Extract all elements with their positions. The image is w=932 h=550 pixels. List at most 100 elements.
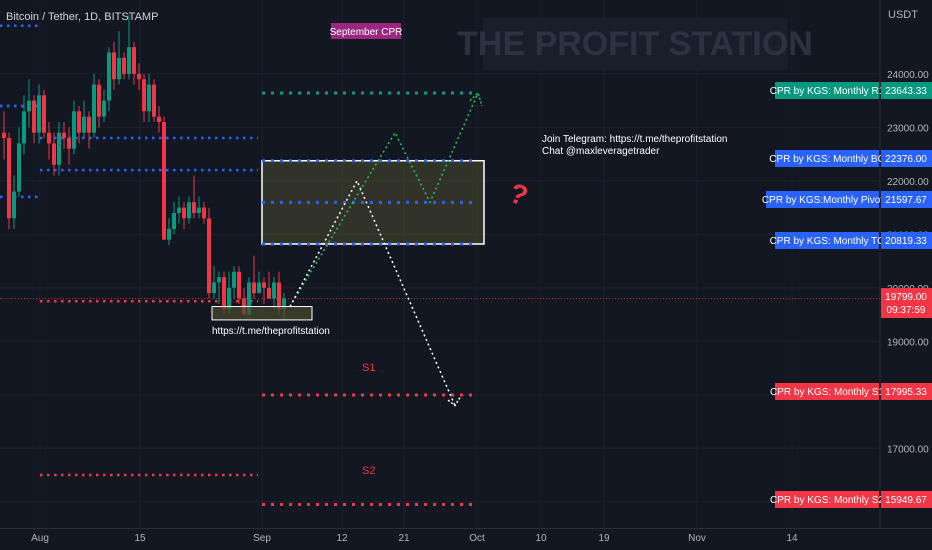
candle-body xyxy=(7,138,11,219)
telegram-link: https://t.me/theprofitstation xyxy=(212,326,330,337)
s2-label: S2 xyxy=(362,465,375,477)
candle-body xyxy=(237,271,241,299)
candle-body xyxy=(187,202,191,219)
candle-body xyxy=(267,287,271,299)
candle-body xyxy=(172,212,176,229)
telegram-line1: Join Telegram: https://t.me/theprofitsta… xyxy=(542,134,727,145)
cpr-value-bg xyxy=(881,82,932,99)
price-tick-label: 17000.00 xyxy=(887,444,929,455)
candle-body xyxy=(82,116,86,133)
candle-body xyxy=(127,47,131,74)
time-tick-label: Nov xyxy=(688,533,706,544)
candle-body xyxy=(222,277,226,310)
candle-body xyxy=(202,207,206,219)
cpr-label-0: CPR by KGS: Monthly R1 23643.33 xyxy=(770,82,932,99)
current-price-value: 19799.00 xyxy=(885,292,927,303)
candle-body xyxy=(72,111,76,149)
price-tick-label: 22000.00 xyxy=(887,177,929,188)
current-price-tag: 19799.00 09:37:59 xyxy=(881,288,932,318)
accumulation-box xyxy=(211,306,313,321)
candle-body xyxy=(152,84,156,117)
candle-body xyxy=(212,282,216,294)
cpr-label-5: CPR by KGS: Monthly S2 15949.67 xyxy=(770,491,932,508)
candle-body xyxy=(17,143,21,192)
cpr-label-text: CPR by KGS: Monthly TC xyxy=(770,236,885,247)
candle-body xyxy=(62,132,66,139)
candle-body xyxy=(177,207,181,213)
cpr-label-text: CPR by KGS:Monthly Pivot xyxy=(762,195,883,206)
candle-body xyxy=(57,132,61,165)
candle-body xyxy=(12,191,16,219)
watermark: THE PROFIT STATION xyxy=(457,18,813,70)
candle-body xyxy=(47,132,51,144)
cpr-label-text: CPR by KGS: Monthly R1 xyxy=(770,86,885,97)
price-tick-label: 23000.00 xyxy=(887,123,929,134)
candle-body xyxy=(147,84,151,112)
time-tick-label: 21 xyxy=(398,533,410,544)
time-tick-label: 10 xyxy=(535,533,547,544)
candle-body xyxy=(257,282,261,294)
chart-grid xyxy=(0,0,880,528)
candles xyxy=(2,15,313,321)
september-cpr-label: September CPR xyxy=(330,27,403,38)
cpr-label-text: CPR by KGS: Monthly S2 xyxy=(770,495,884,506)
time-tick-label: 14 xyxy=(786,533,798,544)
candle-body xyxy=(102,100,106,117)
previous-month-levels xyxy=(0,24,880,477)
candle-body xyxy=(137,73,141,80)
candle-body xyxy=(207,218,211,294)
candle-body xyxy=(107,52,111,101)
current-price-countdown: 09:37:59 xyxy=(887,305,926,316)
candle-body xyxy=(217,277,221,283)
cpr-value-text: 15949.67 xyxy=(885,495,927,506)
candle-body xyxy=(272,282,276,299)
candle-body xyxy=(112,52,116,80)
candle-body xyxy=(22,111,26,144)
price-tick-label: 24000.00 xyxy=(887,70,929,81)
currency-label: USDT xyxy=(888,9,918,21)
candle-body xyxy=(67,138,71,149)
candle-body xyxy=(157,116,161,123)
candle-body xyxy=(42,95,46,133)
cpr-value-bg xyxy=(881,150,932,167)
cpr-value-bg xyxy=(881,383,932,400)
price-axis: 24000.0023000.0022000.0021000.0020000.00… xyxy=(879,0,929,528)
price-tick-label: 19000.00 xyxy=(887,337,929,348)
bullish-arrow-head xyxy=(469,91,483,107)
watermark-text: THE PROFIT STATION xyxy=(457,25,813,63)
time-tick-label: Oct xyxy=(469,533,485,544)
cpr-label-2: CPR by KGS:Monthly Pivot 21597.67 xyxy=(762,191,932,208)
candle-body xyxy=(142,79,146,112)
cpr-label-bg xyxy=(775,82,879,99)
candle-body xyxy=(262,282,266,288)
time-tick-label: Aug xyxy=(31,533,49,544)
september-cpr-badge: September CPR xyxy=(330,23,403,39)
time-axis: Aug 15 Sep 12 21 Oct 10 19 Nov 14 xyxy=(0,528,932,544)
projection-paths xyxy=(289,91,483,407)
cpr-value-bg xyxy=(881,491,932,508)
cpr-label-3: CPR by KGS: Monthly TC 20819.33 xyxy=(770,232,932,249)
bullish-projection-path xyxy=(289,92,479,307)
candle-body xyxy=(52,143,56,165)
candle-body xyxy=(122,57,126,74)
candle-body xyxy=(277,282,281,310)
cpr-value-text: 21597.67 xyxy=(885,195,927,206)
candle-body xyxy=(2,132,6,139)
cpr-value-text: 20819.33 xyxy=(885,236,927,247)
cpr-levels xyxy=(262,91,478,506)
candle-body xyxy=(247,282,251,315)
current-price-bg xyxy=(881,288,932,318)
candle-body xyxy=(227,287,231,310)
candle-body xyxy=(167,228,171,240)
candle-body xyxy=(117,57,121,80)
candle-body xyxy=(132,47,136,74)
candle-body xyxy=(192,202,196,213)
cpr-label-1: CPR by KGS: Monthly BC 22376.00 xyxy=(769,150,932,167)
cpr-label-bg xyxy=(775,383,879,400)
cpr-label-4: CPR by KGS: Monthly S1 17995.33 xyxy=(770,383,932,400)
cpr-label-bg xyxy=(775,150,879,167)
telegram-line2: Chat @maxleveragetrader xyxy=(542,146,660,157)
candle-body xyxy=(252,282,256,294)
